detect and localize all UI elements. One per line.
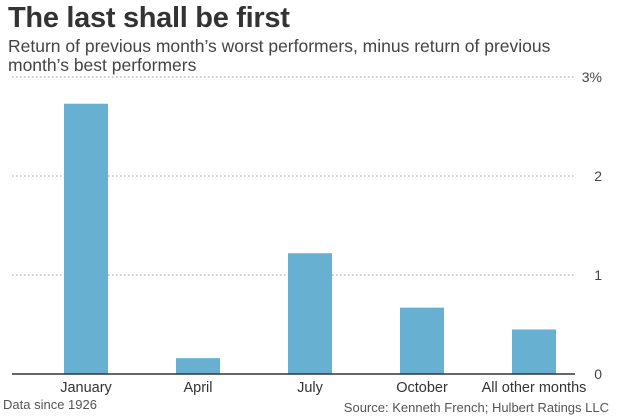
bar bbox=[176, 358, 220, 374]
x-tick-label: July bbox=[297, 380, 324, 396]
x-tick-label: January bbox=[60, 380, 112, 396]
bar bbox=[400, 307, 444, 374]
source-credit: Source: Kenneth French; Hulbert Ratings … bbox=[343, 400, 609, 415]
chart-subtitle: Return of previous month’s worst perform… bbox=[8, 36, 551, 75]
x-tick-label: All other months bbox=[482, 380, 587, 396]
bar bbox=[288, 253, 332, 374]
x-tick-label: October bbox=[396, 380, 448, 396]
x-tick-label: April bbox=[183, 380, 212, 396]
y-tick-label: 0 bbox=[594, 366, 602, 382]
y-tick-label: 3% bbox=[582, 69, 602, 85]
bar bbox=[64, 103, 108, 374]
y-tick-label: 2 bbox=[594, 168, 602, 184]
bar bbox=[512, 329, 556, 374]
y-tick-label: 1 bbox=[594, 267, 602, 283]
chart-title: The last shall be first bbox=[8, 2, 290, 34]
data-note: Data since 1926 bbox=[3, 397, 97, 412]
